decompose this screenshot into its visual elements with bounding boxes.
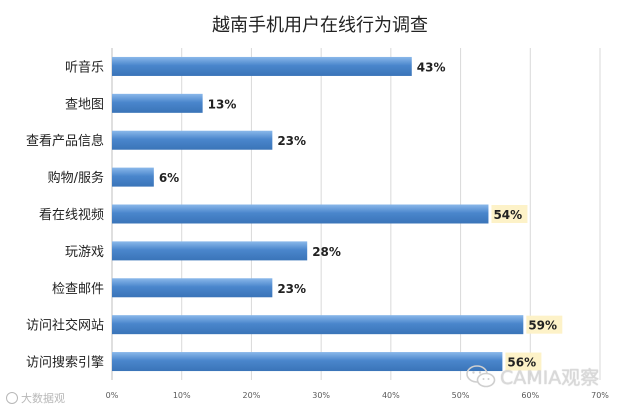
- wechat-icon: [466, 364, 496, 387]
- watermark-right: CAMIA观察: [466, 363, 599, 390]
- value-label: 43%: [417, 60, 446, 74]
- x-tick-labels: 0% 10% 20% 30% 40% 50% 60% 70%: [106, 391, 610, 400]
- x-tick-label: 60%: [521, 391, 539, 400]
- value-labels: 43% 13% 23% 6% 54% 28% 23% 59% 56%: [159, 60, 563, 371]
- category-label: 查看产品信息: [26, 133, 104, 149]
- category-label: 看在线视频: [39, 207, 104, 223]
- watermark-logo-icon: [6, 392, 18, 404]
- category-label: 听音乐: [65, 59, 104, 75]
- x-tick-label: 70%: [591, 391, 609, 400]
- x-tick-label: 0%: [106, 391, 119, 400]
- bar: [112, 241, 308, 261]
- x-tick-label: 40%: [382, 391, 400, 400]
- value-label: 54%: [493, 208, 522, 222]
- x-tick-label: 10%: [173, 391, 191, 400]
- bar: [112, 130, 273, 150]
- value-label-highlight: [505, 352, 542, 371]
- value-label: 6%: [159, 171, 179, 185]
- value-label: 28%: [312, 245, 341, 259]
- watermark-left-text: 大数据观: [21, 392, 65, 405]
- bar: [112, 56, 412, 76]
- category-label: 检查邮件: [52, 282, 104, 297]
- x-tick-label: 50%: [452, 391, 470, 400]
- watermark-right-text: CAMIA观察: [500, 367, 600, 389]
- category-label: 访问搜索引擎: [26, 356, 104, 371]
- value-label: 23%: [277, 134, 306, 148]
- value-label-highlight: [491, 205, 528, 223]
- category-labels: 听音乐查地图查看产品信息购物/服务看在线视频玩游戏检查邮件访问社交网站访问搜索引…: [26, 59, 104, 370]
- bar: [112, 315, 524, 335]
- value-label: 23%: [277, 282, 306, 296]
- bar: [112, 167, 154, 187]
- category-label: 玩游戏: [65, 245, 104, 260]
- x-tick-label: 30%: [312, 391, 330, 400]
- bar: [112, 278, 273, 298]
- value-label: 13%: [208, 97, 237, 111]
- value-label-highlight: [526, 315, 563, 334]
- value-label: 59%: [528, 319, 557, 333]
- bars: [112, 56, 524, 372]
- bar: [112, 93, 203, 113]
- watermark-left: 大数据观: [6, 390, 65, 406]
- x-tick-label: 20%: [243, 391, 261, 400]
- category-label: 查地图: [65, 97, 104, 112]
- bar: [112, 352, 503, 372]
- category-label: 访问社交网站: [26, 318, 104, 334]
- chart-title: 越南手机用户在线行为调查: [212, 15, 428, 36]
- bar: [112, 204, 489, 224]
- value-label: 56%: [507, 356, 536, 370]
- category-label: 购物/服务: [48, 170, 104, 186]
